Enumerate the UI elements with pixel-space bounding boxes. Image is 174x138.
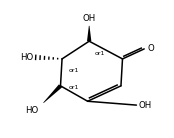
Text: or1: or1 xyxy=(68,85,79,90)
Text: O: O xyxy=(147,44,154,53)
Polygon shape xyxy=(43,84,62,103)
Text: HO: HO xyxy=(26,106,39,115)
Text: OH: OH xyxy=(82,14,96,23)
Text: or1: or1 xyxy=(95,51,105,56)
Text: or1: or1 xyxy=(68,68,79,73)
Text: OH: OH xyxy=(139,101,152,110)
Text: HO: HO xyxy=(20,53,33,62)
Polygon shape xyxy=(87,26,91,41)
